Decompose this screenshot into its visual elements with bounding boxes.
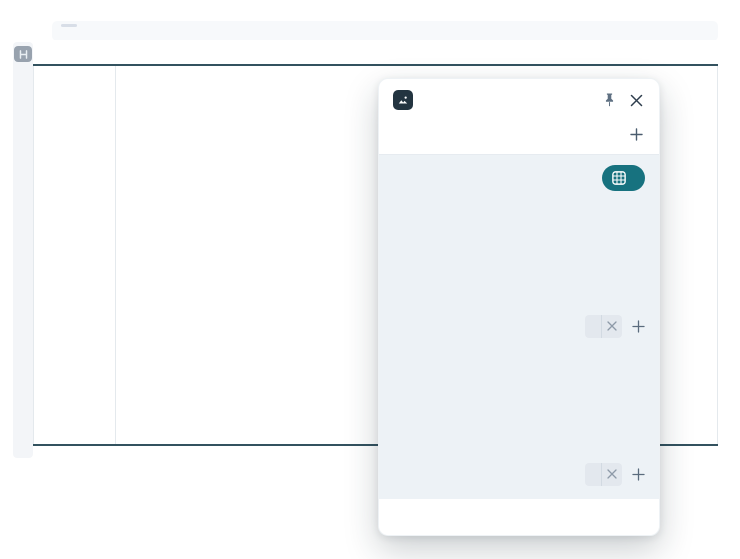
remove-exclude-icon[interactable] (601, 462, 622, 486)
include-chip[interactable] (585, 314, 622, 338)
apply-area (379, 155, 659, 499)
add-condition-button[interactable] (628, 126, 645, 143)
conditions-section-header (379, 114, 659, 147)
header-underline (33, 64, 718, 66)
add-include-button[interactable] (632, 319, 645, 333)
column-header-strip (52, 21, 718, 41)
grid-icon (612, 171, 626, 185)
apply-to-row (393, 163, 645, 193)
divider (379, 154, 659, 155)
icon-conditional-panel (378, 78, 660, 536)
cells-button[interactable] (602, 165, 645, 191)
header-badge (61, 23, 77, 27)
panel-footer (379, 499, 659, 535)
row-number-strip (13, 42, 33, 458)
selection-bottom-line (33, 444, 718, 446)
column-divider (115, 40, 116, 444)
exclude-row (393, 459, 645, 489)
exclude-chip[interactable] (585, 462, 622, 486)
panel-header (379, 79, 659, 114)
header-row-marker-icon[interactable] (14, 46, 32, 62)
pin-icon[interactable] (600, 90, 619, 110)
close-icon[interactable] (628, 92, 645, 109)
image-icon (393, 90, 413, 110)
remove-include-icon[interactable] (601, 314, 622, 338)
table-left-border (33, 40, 34, 444)
table-header-row (33, 40, 718, 66)
include-row (393, 311, 645, 341)
table-right-border (717, 40, 718, 444)
add-exclude-button[interactable] (632, 467, 645, 481)
